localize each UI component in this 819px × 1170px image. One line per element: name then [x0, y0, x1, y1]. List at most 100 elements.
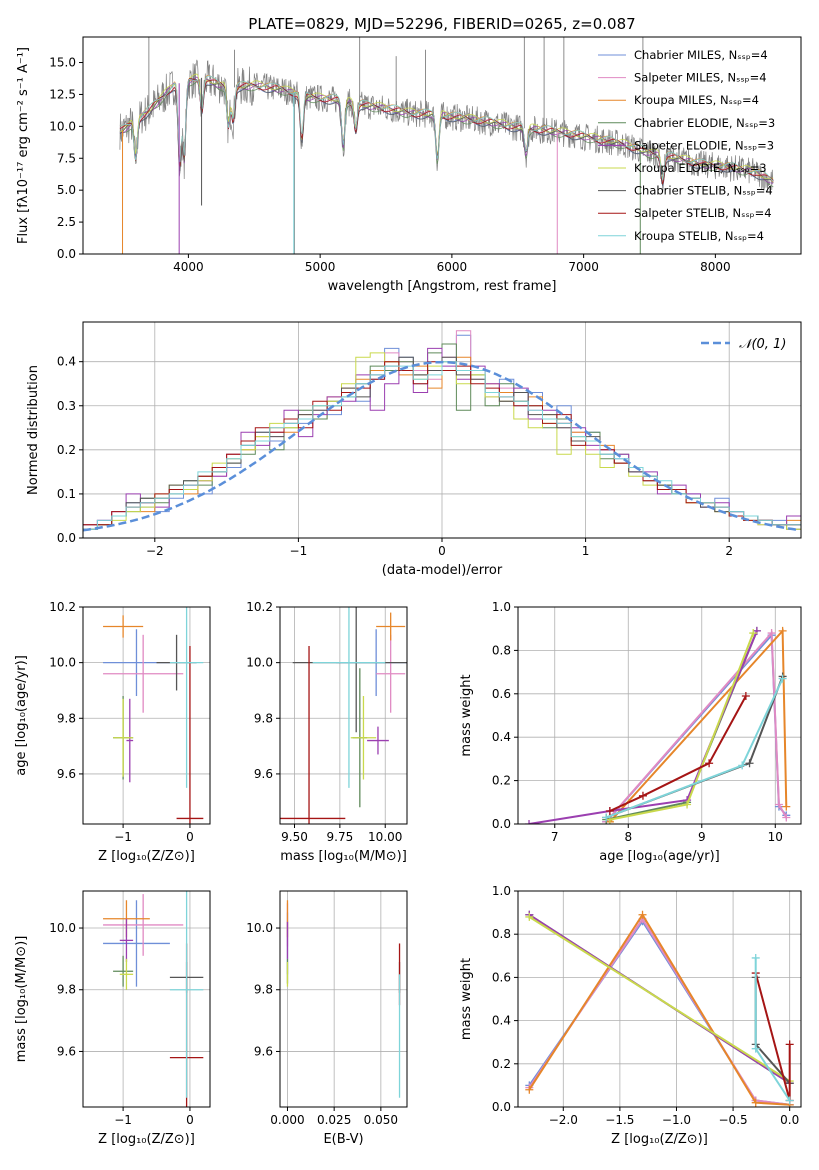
- weight-marker: [638, 791, 647, 800]
- y-tick-label: 0.2: [492, 1057, 511, 1071]
- y-tick-label: 7.5: [57, 151, 76, 165]
- weight-line: [605, 630, 788, 823]
- model-spectrum-line: [119, 75, 774, 182]
- legend-label: Salpeter ELODIE, Nₛₛₚ=3: [634, 138, 774, 152]
- age-vs-mass-weight-panel: 7 8 9 10 0.0 0.2 0.4 0.6 0.8 1.0 age [log₁₀(age/yr…: [459, 600, 802, 864]
- weight-line: [609, 695, 747, 812]
- x-tick-label: 0.025: [317, 1113, 351, 1127]
- y-tick-label: 0.6: [492, 687, 511, 701]
- legend-label: Chabrier STELIB, Nₛₛₚ=4: [634, 184, 773, 198]
- x-tick-label: 0: [438, 544, 446, 558]
- y-tick-label: 9.8: [57, 711, 76, 725]
- plot-area: [103, 891, 204, 1107]
- x-axis-label: (data-model)/error: [382, 563, 503, 578]
- weight-marker: [705, 759, 714, 768]
- figure-title: PLATE=0829, MJD=52296, FIBERID=0265, z=0…: [248, 15, 635, 33]
- x-tick-label: 6000: [437, 260, 468, 274]
- weight-line: [528, 916, 791, 1082]
- y-tick-label: 10.0: [49, 656, 76, 670]
- weight-marker: [782, 813, 791, 822]
- legend-label: Kroupa MILES, Nₛₛₚ=4: [634, 93, 759, 107]
- x-tick-label: 5000: [305, 260, 336, 274]
- weight-line: [528, 917, 790, 1106]
- x-tick-label: −1.0: [662, 1113, 691, 1127]
- legend-label: Chabrier ELODIE, Nₛₛₚ=3: [634, 116, 775, 130]
- x-tick-label: 9.50: [281, 830, 308, 844]
- x-axis-label: age [log₁₀(age/yr)]: [599, 849, 720, 864]
- weight-line: [754, 972, 791, 1101]
- x-tick-label: −0.5: [719, 1113, 748, 1127]
- weight-marker: [782, 802, 791, 811]
- spectrum-panel: 4000 5000 6000 7000 8000 0.0 2.5 5.0 7.5 10.0 12.5…: [16, 36, 802, 294]
- weight-marker: [751, 1098, 760, 1107]
- plot-area: [525, 910, 794, 1107]
- weight-marker: [778, 674, 787, 683]
- y-tick-label: 12.5: [49, 87, 76, 101]
- y-tick-label: 10.0: [246, 921, 273, 935]
- axes-frame: [82, 36, 802, 255]
- x-tick-label: 8: [624, 830, 632, 844]
- legend-label: Salpeter MILES, Nₛₛₚ=4: [634, 71, 767, 85]
- x-tick-label: −2: [146, 544, 164, 558]
- y-tick-label: 9.8: [254, 711, 273, 725]
- y-tick-label: 0.3: [57, 399, 76, 413]
- y-tick-label: 0.0: [492, 817, 511, 831]
- weight-marker: [751, 1044, 760, 1053]
- y-tick-label: 9.6: [57, 767, 76, 781]
- y-tick-label: 0.8: [492, 643, 511, 657]
- y-tick-label: 9.8: [57, 983, 76, 997]
- weight-marker: [525, 1085, 534, 1094]
- y-tick-label: 9.8: [254, 983, 273, 997]
- weight-marker: [785, 1040, 794, 1049]
- weight-marker: [683, 800, 692, 809]
- normal-reference-curve: [83, 360, 799, 532]
- plot-area: [103, 607, 204, 824]
- weight-marker: [778, 626, 787, 635]
- x-tick-label: −1: [290, 544, 308, 558]
- y-tick-label: 5.0: [57, 183, 76, 197]
- x-tick-label: 8000: [700, 260, 731, 274]
- x-tick-label: 0.0: [780, 1113, 799, 1127]
- y-tick-label: 0.0: [57, 531, 76, 545]
- legend-label: Salpeter STELIB, Nₛₛₚ=4: [634, 206, 772, 220]
- legend-label: Kroupa STELIB, Nₛₛₚ=4: [634, 229, 764, 243]
- residual-histogram-panel: −2 −1 0 1 2 0.0 0.1 0.2 0.3 0.4 (data-model)/error…: [26, 321, 802, 578]
- x-tick-label: 10: [768, 830, 783, 844]
- y-tick-label: 9.6: [254, 1044, 273, 1058]
- metallicity-vs-age-panel: −1 0 9.6 9.8 10.0 10.2 Z [log₁₀(Z/Z⊙)] age [log…: [14, 600, 211, 864]
- y-axis-label: age [log₁₀(age/yr)]: [14, 655, 29, 776]
- y-tick-label: 2.5: [57, 215, 76, 229]
- weight-line: [528, 912, 790, 1106]
- x-tick-label: −1: [114, 1113, 132, 1127]
- x-axis-label: mass [log₁₀(M/M⊙)]: [280, 849, 407, 864]
- weight-marker: [525, 912, 534, 921]
- y-tick-label: 15.0: [49, 56, 76, 70]
- x-axis-label: Z [log₁₀(Z/Z⊙)]: [611, 1132, 708, 1147]
- y-tick-label: 0.8: [492, 927, 511, 941]
- y-tick-label: 10.0: [246, 656, 273, 670]
- axes-frame: [82, 890, 211, 1108]
- x-tick-label: 1: [582, 544, 590, 558]
- x-tick-label: 9.75: [327, 830, 354, 844]
- y-axis-label: mass [log₁₀(M/M⊙)]: [14, 936, 29, 1063]
- axes-frame: [517, 606, 802, 825]
- x-tick-label: −2.0: [549, 1113, 578, 1127]
- x-tick-label: 2: [725, 544, 733, 558]
- y-tick-label: 0.6: [492, 970, 511, 984]
- y-tick-label: 0.2: [57, 443, 76, 457]
- weight-marker: [745, 759, 754, 768]
- legend-label: Chabrier MILES, Nₛₛₚ=4: [634, 48, 768, 62]
- y-tick-label: 10.2: [246, 600, 273, 614]
- y-axis-label: Normed distribution: [26, 365, 41, 495]
- x-tick-label: 0: [186, 830, 194, 844]
- weight-marker: [738, 761, 747, 770]
- weight-marker: [741, 691, 750, 700]
- y-tick-label: 0.4: [57, 355, 76, 369]
- weight-marker: [749, 629, 758, 638]
- x-tick-label: 10.00: [368, 830, 402, 844]
- x-axis-label: E(B-V): [323, 1132, 363, 1147]
- x-tick-label: −1: [114, 830, 132, 844]
- weight-marker: [785, 1096, 794, 1105]
- y-tick-label: 1.0: [492, 600, 511, 614]
